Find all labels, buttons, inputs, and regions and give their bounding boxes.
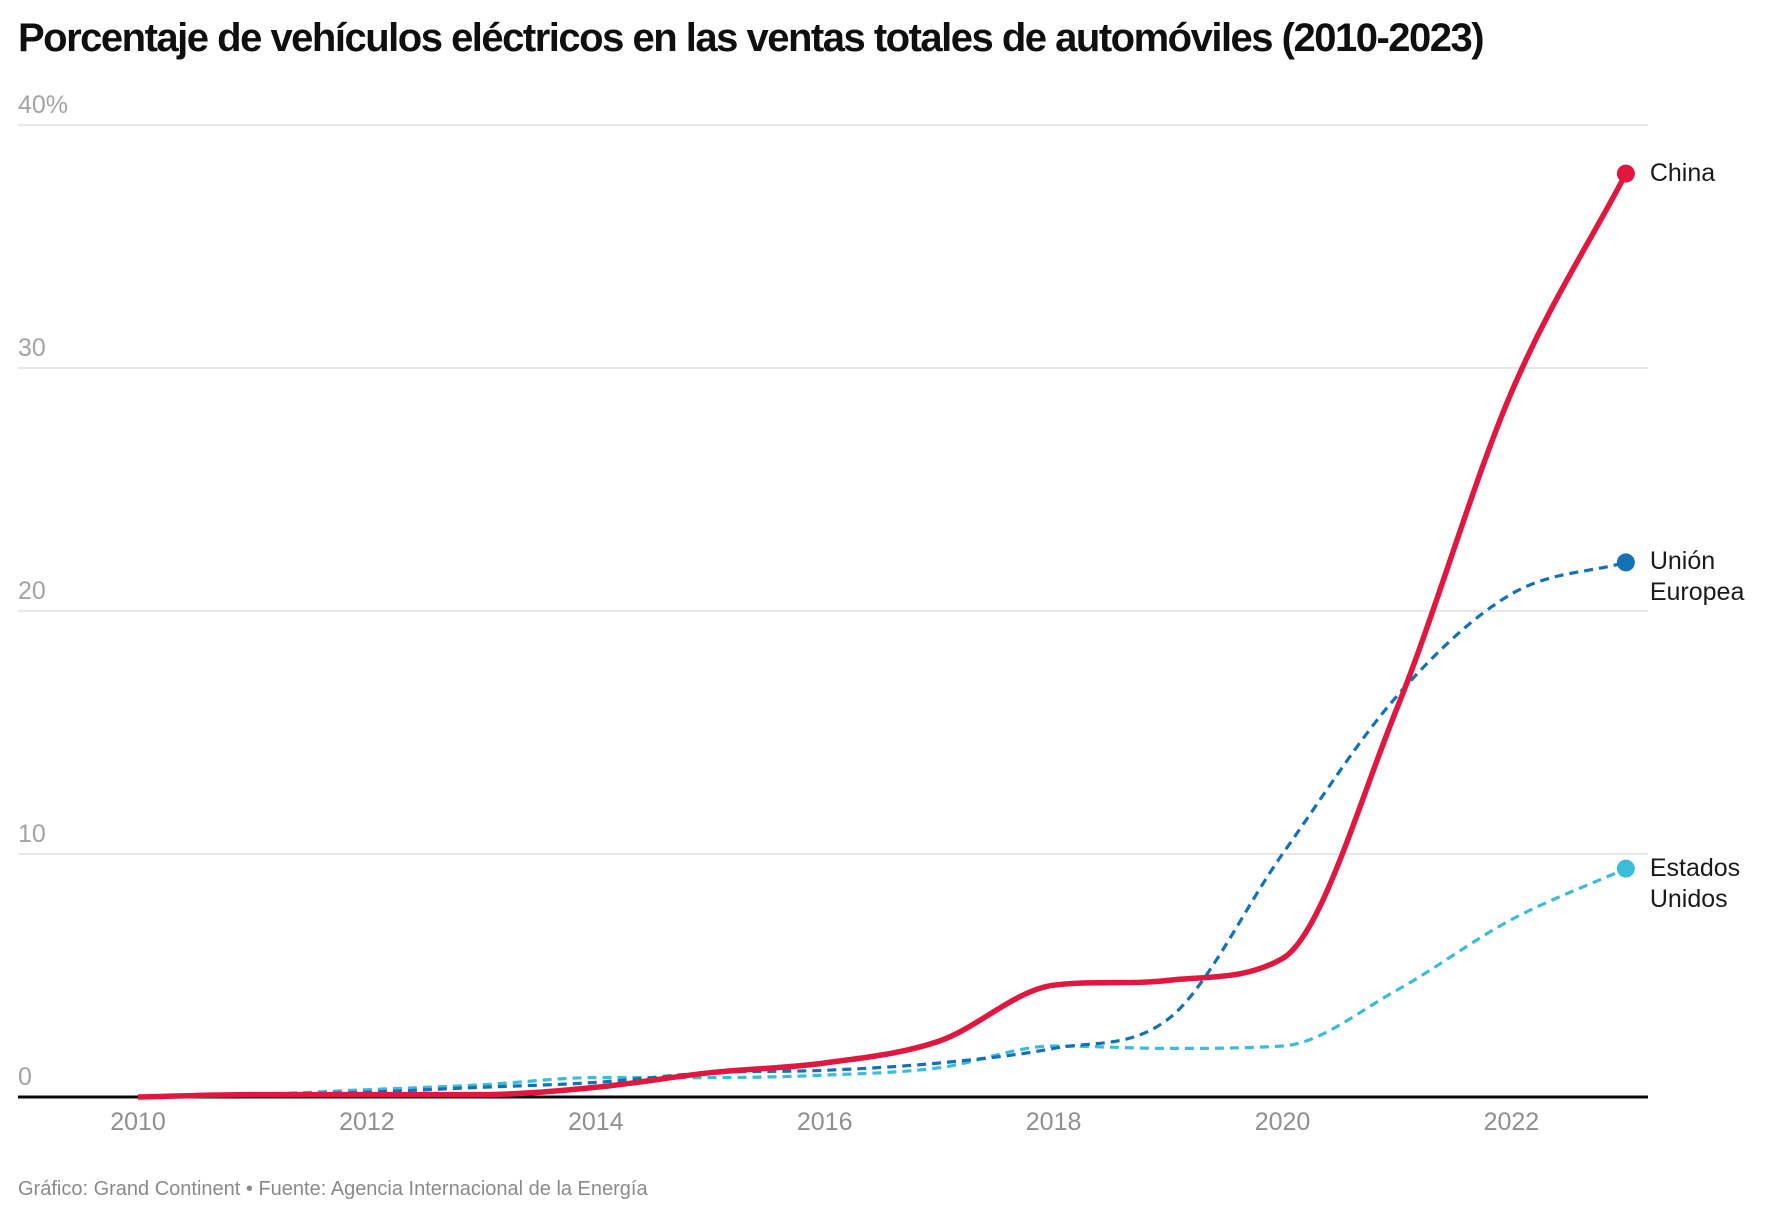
- x-tick-label: 2010: [110, 1108, 166, 1136]
- y-tick-label: 40%: [18, 91, 69, 119]
- series-end-dot-china: [1616, 164, 1635, 183]
- x-tick-label: 2022: [1483, 1108, 1540, 1136]
- series-label-line: Europea: [1649, 578, 1745, 607]
- y-tick-label: 20: [18, 577, 46, 605]
- series-end-dot-uni-n-europea: [1616, 553, 1635, 572]
- series-label-line: Unidos: [1649, 884, 1728, 913]
- x-tick-label: 2018: [1025, 1108, 1082, 1136]
- series-label-line: China: [1649, 158, 1716, 187]
- series-line-estados-unidos: [137, 867, 1627, 1099]
- series-end-dot-estados-unidos: [1616, 859, 1635, 878]
- y-tick-label: 0: [18, 1063, 32, 1091]
- series-label-line: Estados: [1649, 853, 1741, 882]
- x-tick-label: 2014: [567, 1108, 624, 1136]
- x-tick-label: 2020: [1254, 1108, 1311, 1136]
- chart-source-credit: Gráfico: Grand Continent • Fuente: Agenc…: [18, 1178, 648, 1200]
- series-line-uni-n-europea: [137, 560, 1627, 1099]
- chart-title: Porcentaje de vehículos eléctricos en la…: [18, 16, 1485, 60]
- y-tick-label: 10: [18, 820, 46, 848]
- series-label-line: Unión: [1649, 547, 1716, 576]
- series-label-uni-n-europea: Unión Europea: [1650, 546, 1745, 608]
- series-label-estados-unidos: Estados Unidos: [1650, 853, 1740, 915]
- y-tick-label: 30: [18, 334, 46, 362]
- x-tick-label: 2016: [796, 1108, 853, 1136]
- x-tick-label: 2012: [339, 1108, 395, 1136]
- series-line-china: [137, 172, 1629, 1100]
- series-label-china: China: [1650, 158, 1715, 189]
